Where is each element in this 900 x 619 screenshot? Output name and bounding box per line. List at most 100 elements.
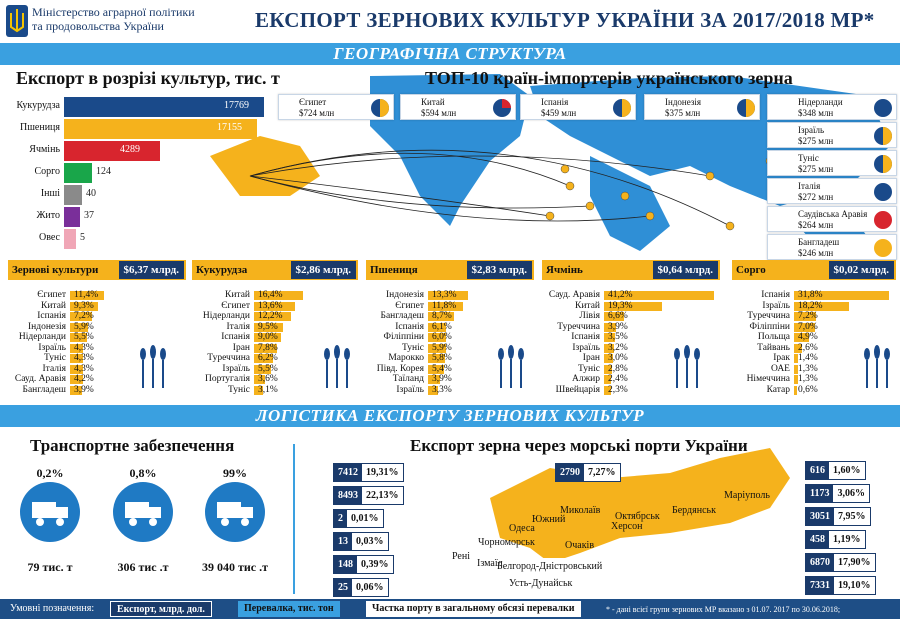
trident-logo-icon — [6, 5, 28, 37]
table-row: Іспанія 7,2% — [8, 311, 186, 322]
share-pct: 1,3% — [798, 374, 818, 384]
share-pct: 1,3% — [798, 363, 818, 374]
transport-tons: 306 тис .т — [117, 560, 169, 574]
share-pct: 4,3% — [74, 353, 94, 363]
port-city-label: Октябрськ — [615, 511, 660, 522]
summary-crop: Зернові культури — [12, 264, 99, 276]
crop-label: Сорго — [34, 166, 60, 177]
country-name: Китай — [575, 300, 600, 311]
share-bar — [428, 375, 440, 384]
share-pct: 7,2% — [798, 311, 818, 321]
summary-header: Зернові культури $6,37 млрд. — [8, 260, 186, 280]
summary-value: $6,37 млрд. — [118, 261, 184, 279]
share-pie-icon — [493, 99, 511, 117]
share-bar — [70, 322, 88, 332]
share-pct: 0,6% — [798, 384, 818, 395]
table-row: Тайвань 2,6% — [732, 343, 900, 354]
crop-label: Кукурудза — [16, 100, 60, 111]
share-bar — [428, 354, 446, 363]
share-bar — [254, 322, 283, 332]
share-pct: 7,8% — [258, 342, 278, 353]
country-name: Півд. Корея — [376, 363, 424, 374]
share-bar — [254, 364, 271, 374]
share-bar — [794, 291, 890, 300]
country-name: Ірак — [773, 353, 790, 363]
port-city-label: Одеса — [509, 523, 535, 534]
summary-value: $0,02 млрд. — [828, 261, 894, 279]
country-name: Бангладеш — [380, 311, 425, 321]
crop-label: Ячмінь — [29, 144, 60, 155]
port-city-label: Южний — [532, 514, 566, 525]
legend-transship: Перевалка, тис. тон — [238, 601, 340, 617]
share-bar — [70, 364, 83, 374]
country-name: Ізраїль — [396, 384, 424, 395]
country-name: Туніс — [43, 353, 66, 363]
transport-share: 0,8% — [129, 466, 157, 480]
share-pie-icon — [874, 183, 892, 201]
crop-label: Жито — [36, 210, 60, 221]
table-row: Туреччина 6,2% — [192, 353, 370, 364]
share-pct: 41,2% — [608, 290, 633, 300]
share-pie-icon — [874, 127, 892, 145]
share-pct: 3,9% — [608, 321, 628, 332]
share-pct: 3,0% — [608, 353, 628, 363]
share-pie-icon — [874, 155, 892, 173]
country-name: Іран — [232, 342, 250, 353]
table-row: Ізраїль 18,2% — [732, 301, 900, 312]
share-pct: 2,3% — [608, 384, 628, 395]
importer-card: Туніс $275 млн — [767, 150, 897, 176]
country-name: Сауд. Аравія — [548, 290, 600, 300]
importer-card: Іспанія $459 млн — [520, 94, 636, 120]
crop-bar — [64, 163, 92, 183]
crop-label: Пшениця — [19, 122, 60, 133]
ship-icon — [205, 482, 265, 542]
share-pct: 4,9% — [798, 332, 818, 342]
transport-title: Транспортне забезпечення — [30, 436, 235, 455]
share-pct: 2,8% — [608, 363, 628, 374]
table-row: Туреччина 3,9% — [542, 322, 720, 333]
grain-icon — [857, 342, 897, 390]
summary-value: $2,86 млрд. — [290, 261, 356, 279]
port-box: 8493 22,13% — [333, 486, 404, 505]
port-share: 1,60% — [833, 465, 861, 476]
share-bar — [254, 291, 304, 300]
share-pct: 5,9% — [432, 342, 452, 353]
share-pie-icon — [613, 99, 631, 117]
table-row: Катар 0,6% — [732, 385, 900, 396]
table-row: Лівія 6,6% — [542, 311, 720, 322]
country-name: Єгипет — [37, 290, 66, 300]
country-name: Єгипет — [395, 300, 424, 311]
share-bar — [794, 385, 797, 395]
crop-export-title: Експорт в розрізі культур, тис. т — [16, 68, 280, 88]
port-box: 3051 7,95% — [805, 507, 871, 526]
table-row: Туніс 5,9% — [366, 343, 544, 354]
share-bar — [794, 343, 802, 353]
share-bar — [604, 375, 612, 384]
country-name: Польща — [757, 332, 790, 342]
country-name: Сауд. Аравія — [14, 374, 66, 384]
share-pct: 3,9% — [432, 374, 452, 384]
importer-name: Китай — [421, 97, 445, 107]
table-row: Польща 4,9% — [732, 332, 900, 343]
table-row: Єгипет 13,6% — [192, 301, 370, 312]
country-name: Марокко — [388, 353, 424, 363]
port-share: 19,10% — [838, 580, 871, 591]
share-bar — [428, 301, 464, 311]
crop-label: Овес — [38, 232, 60, 243]
importer-amount: $594 млн — [421, 108, 457, 118]
port-box: 25 0,06% — [333, 578, 389, 597]
share-pct: 5,4% — [432, 363, 452, 374]
country-name: Іспанія — [761, 290, 790, 300]
share-pct: 5,5% — [74, 332, 94, 342]
importer-card: Бангладеш $246 млн — [767, 234, 897, 260]
share-pct: 4,3% — [74, 363, 94, 374]
share-bar — [604, 301, 662, 311]
importer-card: Єгипет $724 млн — [278, 94, 394, 120]
share-pct: 6,6% — [608, 311, 628, 321]
country-name: Туніс — [577, 363, 600, 374]
port-box: 13 0,03% — [333, 532, 389, 551]
share-pct: 13,6% — [258, 300, 283, 311]
country-name: Іспанія — [37, 311, 66, 321]
table-row: Туреччина 7,2% — [732, 311, 900, 322]
share-bar — [794, 354, 799, 363]
